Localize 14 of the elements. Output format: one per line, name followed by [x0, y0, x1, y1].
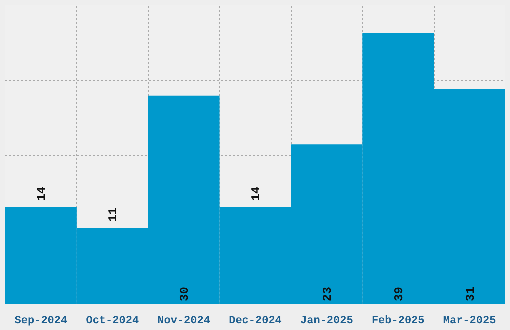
data-label: 31	[464, 287, 478, 302]
x-tick-label: Dec-2024	[229, 316, 282, 328]
data-label: 39	[392, 287, 406, 302]
data-label: 11	[106, 208, 121, 222]
data-label: 30	[178, 287, 192, 302]
x-tick-label: Nov-2024	[158, 316, 211, 328]
x-tick-label: Jan-2025	[300, 316, 354, 328]
x-tick-label: Oct-2024	[86, 316, 140, 328]
data-label: 14	[250, 186, 264, 202]
data-label: 14	[35, 186, 50, 202]
x-tick-label: Feb-2025	[372, 316, 426, 328]
data-label: 23	[320, 287, 335, 302]
x-tick-label: Mar-2025	[443, 316, 497, 328]
x-tick-label: Sep-2024	[14, 316, 68, 328]
